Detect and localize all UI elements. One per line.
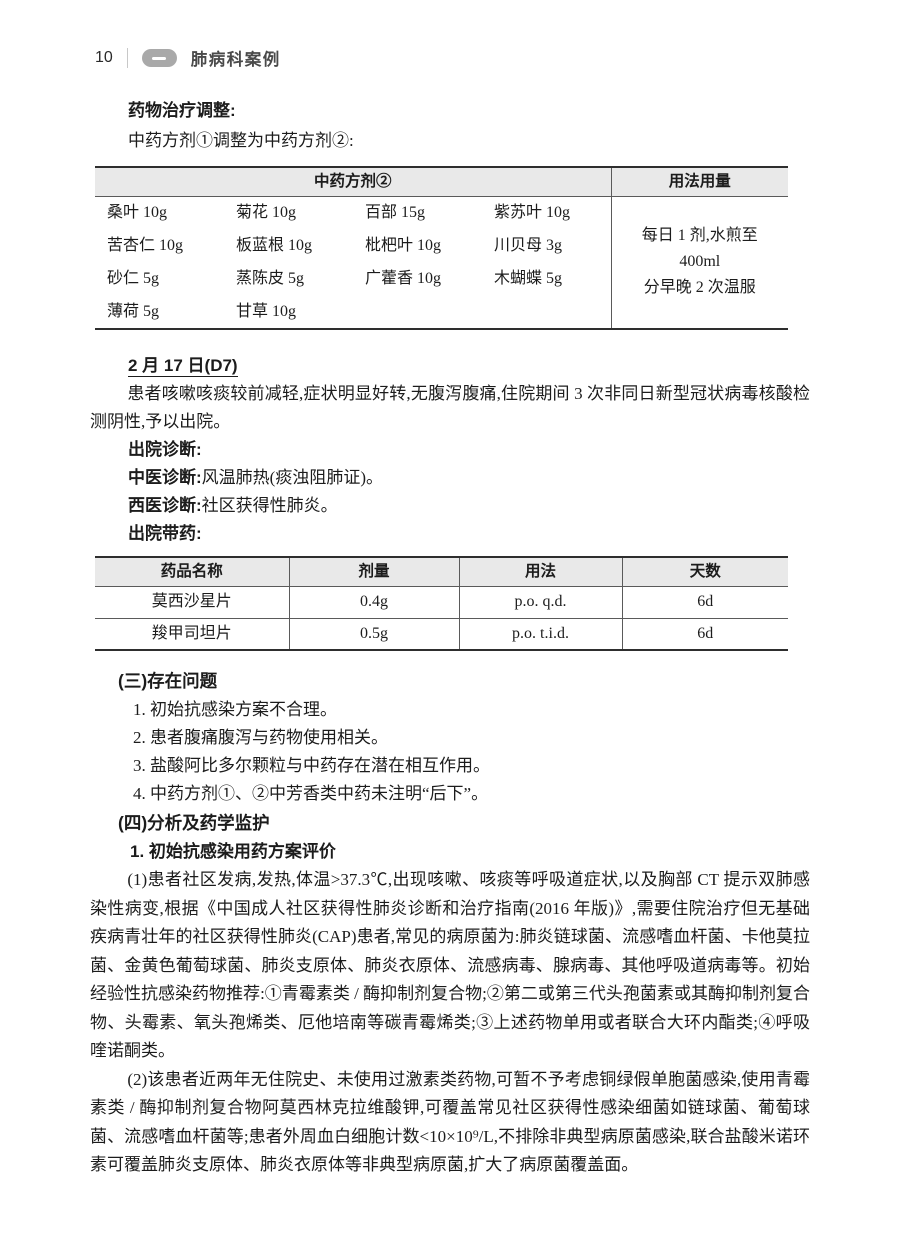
page-content: 药物治疗调整: 中药方剂①调整为中药方剂②: 中药方剂② 用法用量 桑叶 10g… [90,96,810,1180]
problem-item: 4. 中药方剂①、②中芳香类中药未注明“后下”。 [133,784,489,803]
usage-cell: p.o. t.i.d. [458,618,622,650]
discharge-meds-line: 出院带药: [90,520,810,548]
herb-cell: 板蓝根 10g [236,237,313,254]
discharge-paragraph: 患者咳嗽咳痰较前减轻,症状明显好转,无腹泻腹痛,住院期间 3 次非同日新型冠状病… [90,383,810,431]
discharge-meds-label: 出院带药: [128,523,202,543]
chapter-title: 肺病科案例 [190,51,281,69]
tcm-diagnosis-label: 中医诊断: [128,467,202,487]
herb-cell: 甘草 10g [236,302,297,320]
usage-header: 用法 [458,556,622,587]
prescription-table: 中药方剂② 用法用量 桑叶 10g 菊花 10g 百部 15g 紫苏叶 10g … [95,166,789,330]
herb-cell: 川贝母 3g [494,237,563,254]
discharge-diagnosis-label: 出院诊断: [128,439,202,459]
med-name-cell: 羧甲司坦片 [151,624,232,642]
herb-cell: 薄荷 5g [107,302,160,320]
herb-cell: 枇杷叶 10g [365,237,442,254]
dose-cell: 0.4g [288,586,459,619]
table-row: 桑叶 10g 菊花 10g 百部 15g 紫苏叶 10g 每日 1 剂,水煎至 … [95,196,789,329]
usage-cell: 每日 1 剂,水煎至 400ml 分早晚 2 次温服 [610,196,789,329]
western-diagnosis-line: 西医诊断:社区获得性肺炎。 [90,492,810,520]
tcm-diagnosis-line: 中医诊断:风温肺热(痰浊阻肺证)。 [90,464,810,492]
herb-cell: 桑叶 10g [107,204,168,222]
western-diagnosis-label: 西医诊断: [128,495,202,515]
running-head: 10 肺病科案例 [95,46,281,70]
med-name-header: 药品名称 [95,556,289,587]
usage-header-cell: 用法用量 [610,167,789,197]
days-cell: 6d [621,618,788,650]
table-row: 薄荷 5g 甘草 10g [95,296,788,329]
table-row: 莫西沙星片 0.4g p.o. q.d. 6d [95,586,788,619]
header-divider [126,48,128,68]
analysis-sub-heading: 1. 初始抗感染用药方案评价 [130,842,336,861]
herb-cell [353,296,482,329]
usage-line: 每日 1 剂,水煎至 400ml [641,227,758,271]
herb-cell: 蒸陈皮 5g [236,270,305,287]
problems-heading: (三)存在问题 [118,671,218,691]
discharge-diagnosis-line: 出院诊断: [90,436,810,464]
herb-cell: 百部 15g [365,204,426,222]
herb-cell: 菊花 10g [236,204,297,222]
days-header: 天数 [621,556,788,587]
table-header-row: 中药方剂② 用法用量 [95,167,789,197]
herb-cell: 砂仁 5g [107,270,160,287]
medication-table: 药品名称 剂量 用法 天数 莫西沙星片 0.4g p.o. q.d. 6d 羧甲… [95,555,788,651]
usage-line: 分早晚 2 次温服 [643,279,756,297]
analysis-paragraph-1: (1)患者社区发病,发热,体温>37.3℃,出现咳嗽、咳痰等呼吸道症状,以及胸部… [90,870,810,1060]
problem-item: 2. 患者腹痛腹泻与药物使用相关。 [133,728,388,747]
table-header-row: 药品名称 剂量 用法 天数 [95,556,788,587]
herb-cell: 木蝴蝶 5g [494,270,563,287]
formula-change-line: 中药方剂①调整为中药方剂②: [128,131,354,150]
page-number: 10 [95,49,113,66]
table-row: 羧甲司坦片 0.5g p.o. t.i.d. 6d [95,618,788,650]
herb-cell: 紫苏叶 10g [494,204,571,222]
drug-adjustment-heading: 药物治疗调整: [128,101,236,120]
herb-cell: 苦杏仁 10g [107,237,184,254]
usage-cell: p.o. q.d. [458,586,622,619]
table-row: 砂仁 5g 蒸陈皮 5g 广藿香 10g 木蝴蝶 5g [95,263,788,296]
analysis-paragraph-2: (2)该患者近两年无住院史、未使用过激素类药物,可暂不予考虑铜绿假单胞菌感染,使… [90,1069,810,1175]
days-cell: 6d [621,586,788,619]
analysis-heading: (四)分析及药学监护 [118,813,270,833]
herb-cell: 广藿香 10g [365,270,442,287]
tcm-diagnosis-value: 风温肺热(痰浊阻肺证)。 [201,467,383,487]
dash-icon [152,56,167,60]
dose-header: 剂量 [288,556,459,587]
dose-cell: 0.5g [288,618,459,650]
western-diagnosis-value: 社区获得性肺炎。 [201,495,338,515]
med-name-cell: 莫西沙星片 [95,586,289,619]
table-row: 苦杏仁 10g 板蓝根 10g 枇杷叶 10g 川贝母 3g [95,230,788,263]
problem-item: 1. 初始抗感染方案不合理。 [133,700,337,719]
date-heading: 2 月 17 日(D7) [128,355,238,377]
herb-cell [482,296,611,329]
problem-item: 3. 盐酸阿比多尔颗粒与中药存在潜在相互作用。 [133,756,490,775]
formula-header-cell: 中药方剂② [95,167,612,197]
chapter-badge [141,49,177,67]
